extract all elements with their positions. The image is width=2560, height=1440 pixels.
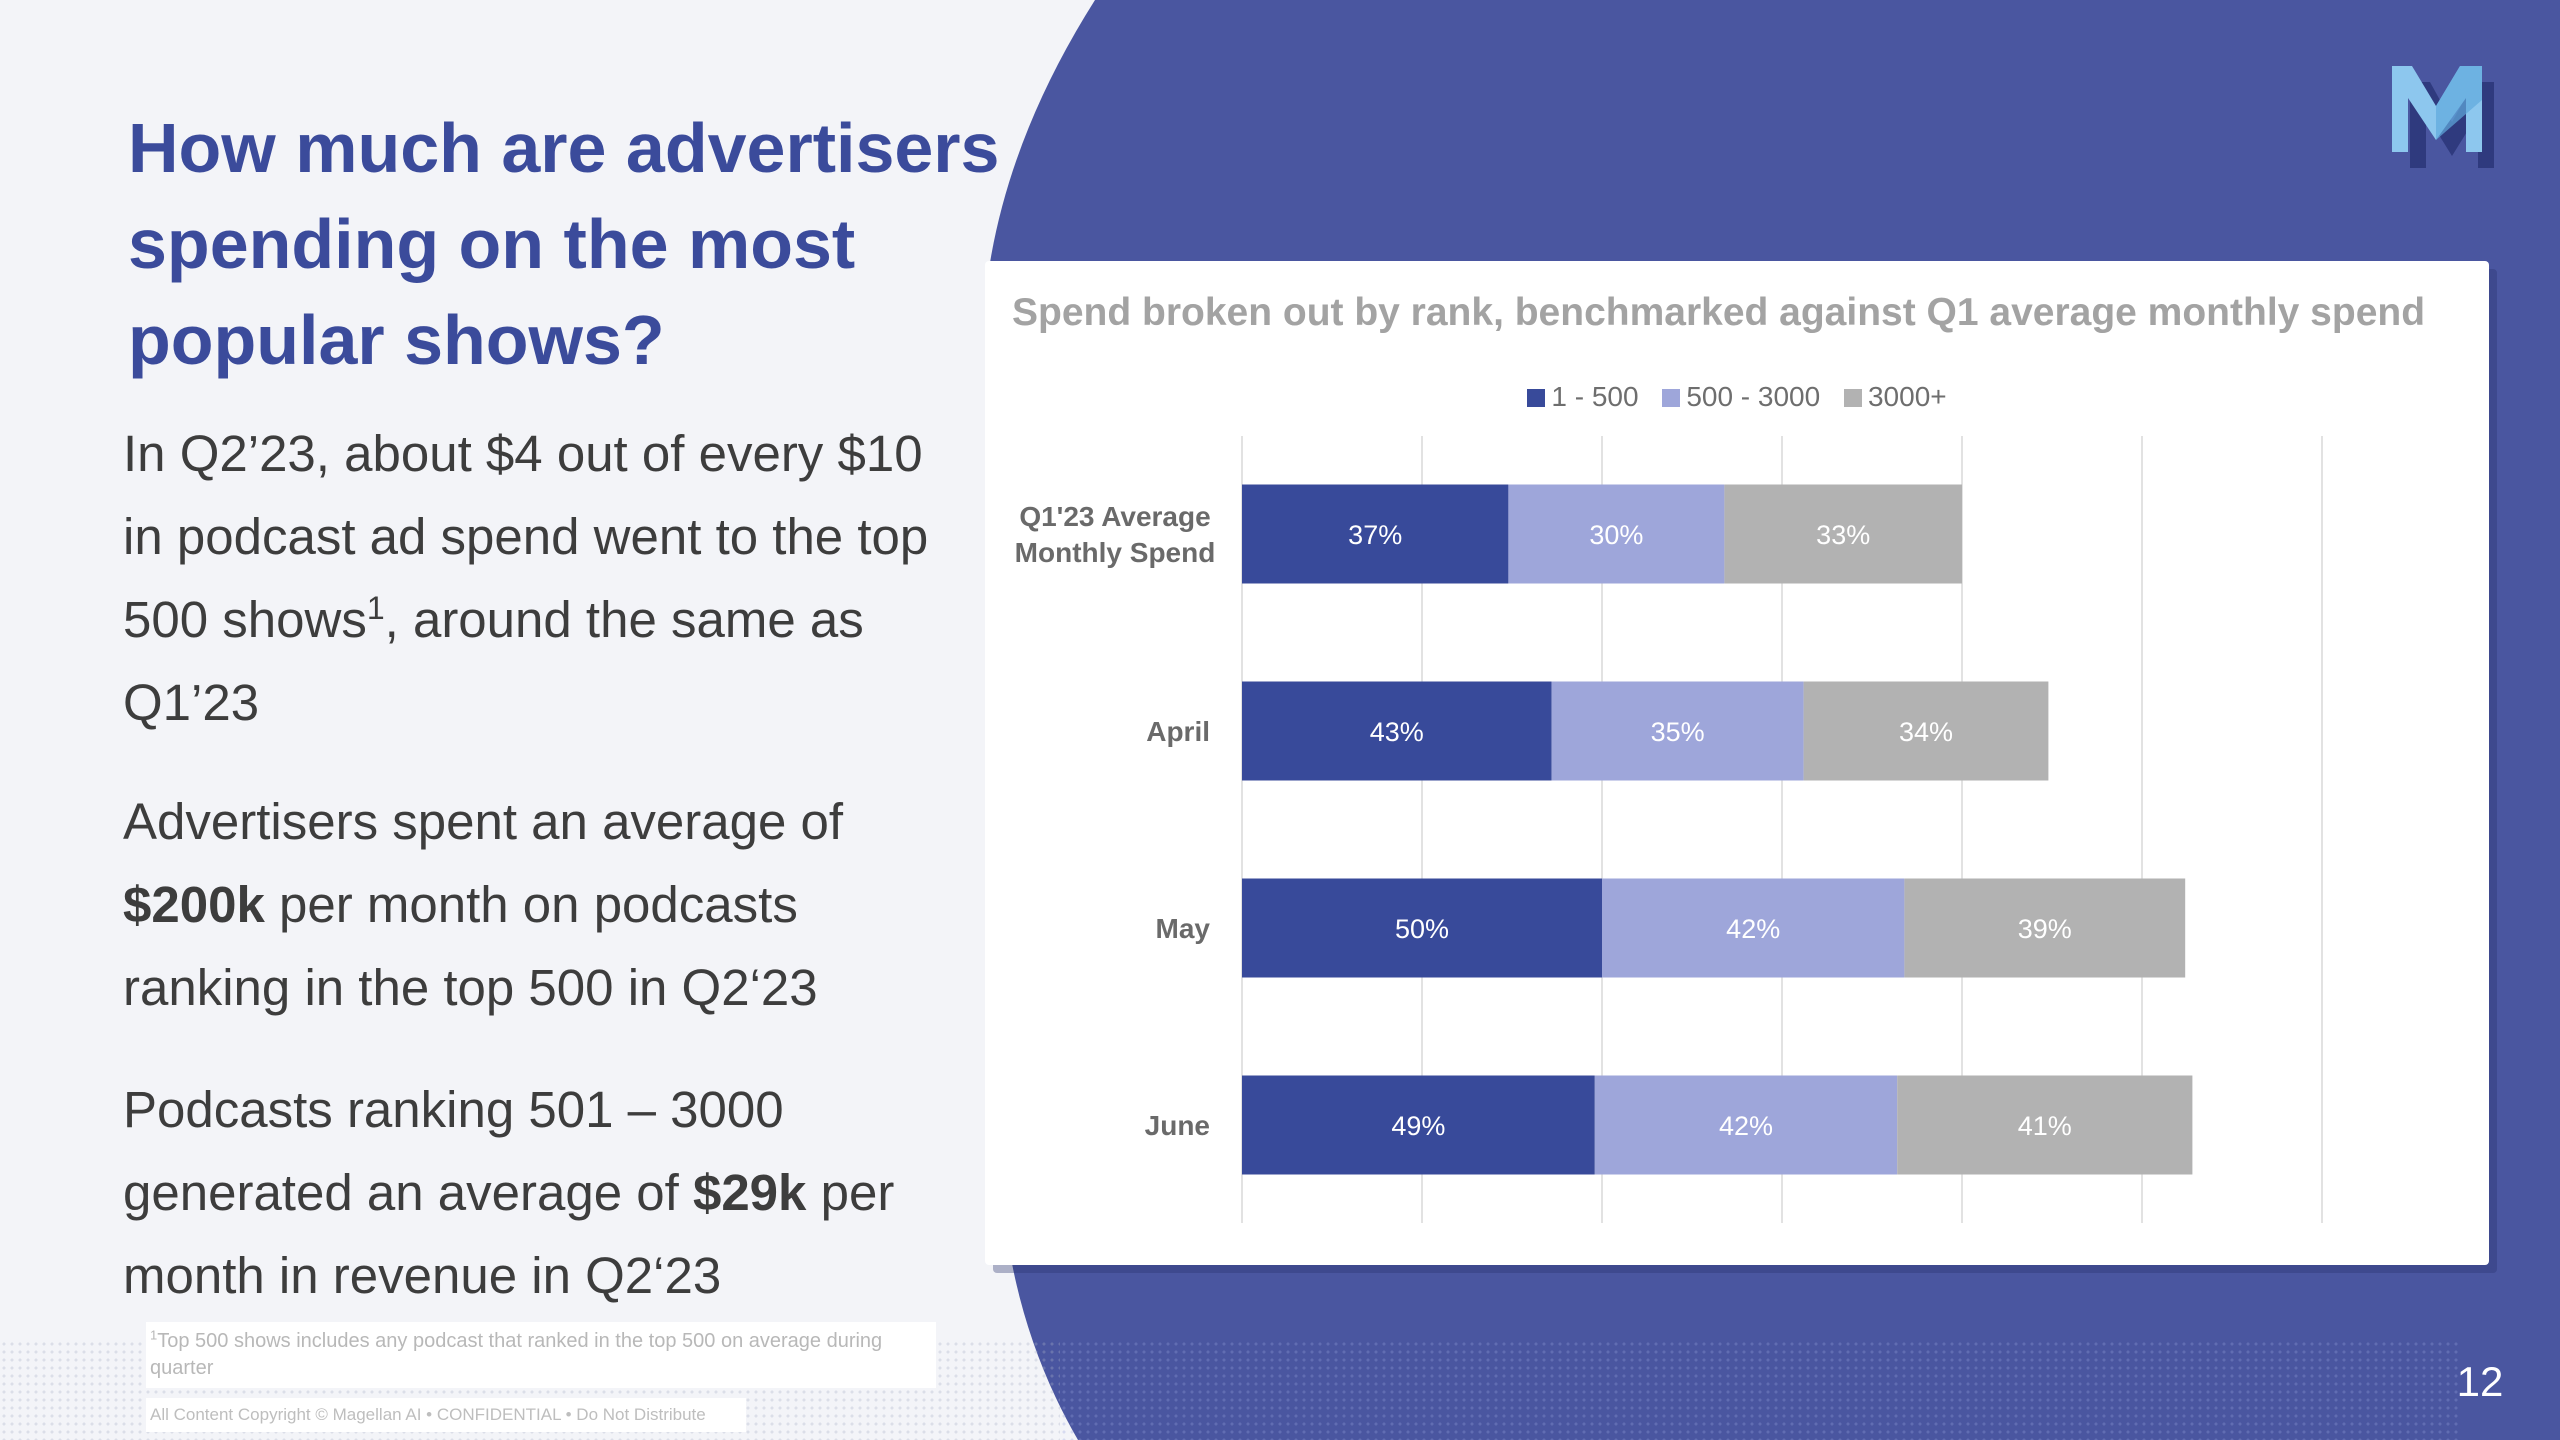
legend-label-1-500: 1 - 500 <box>1551 381 1639 412</box>
paragraph-501-3000-revenue: Podcasts ranking 501 – 3000 generated an… <box>123 1068 943 1317</box>
bar-segment <box>1594 1075 1898 1175</box>
chart-card: Spend broken out by rank, benchmarked ag… <box>985 261 2489 1265</box>
legend-item-1-500: 1 - 500 <box>1527 379 1639 415</box>
bar-segment <box>1242 681 1552 781</box>
bar-segment <box>1602 878 1905 978</box>
bar-segment <box>1508 484 1725 584</box>
data-label: 43% <box>1370 717 1424 747</box>
data-label: 35% <box>1651 717 1705 747</box>
legend-swatch-3000-plus <box>1843 389 1862 407</box>
bar-segment <box>1242 1075 1595 1175</box>
category-label: May <box>1156 913 1211 944</box>
legend-item-500-3000: 500 - 3000 <box>1662 379 1820 415</box>
paragraph-1-text-a: In Q2’23, about $4 out of every $10 in p… <box>123 425 929 648</box>
data-label: 41% <box>2018 1111 2072 1141</box>
category-label: April <box>1146 716 1210 747</box>
legend-item-3000-plus: 3000+ <box>1843 379 1947 415</box>
paragraph-top-500-spend: Advertisers spent an average of $200k pe… <box>123 780 943 1029</box>
bar-segment <box>1897 1075 2193 1175</box>
data-label: 30% <box>1589 520 1643 550</box>
decorative-dot-pattern-right <box>1060 1340 2460 1440</box>
footnote-reference: 1 <box>366 590 385 626</box>
bar-segment <box>1551 681 1804 781</box>
bar-segment <box>1803 681 2049 781</box>
legend-swatch-500-3000 <box>1662 389 1681 407</box>
category-label-line: Monthly Spend <box>1015 537 1216 568</box>
category-label-line: June <box>1145 1110 1210 1141</box>
legend-label-500-3000: 500 - 3000 <box>1686 381 1821 412</box>
footnote: 1Top 500 shows includes any podcast that… <box>146 1322 936 1388</box>
paragraph-3-text-a: Podcasts ranking 501 – 3000 generated an… <box>123 1081 784 1221</box>
legend-label-3000-plus: 3000+ <box>1867 381 1947 412</box>
bar-chart: Q1'23 Average Monthly Spend 37% 30% 33% April… <box>1015 436 2323 1223</box>
footnote-text: Top 500 shows includes any podcast that … <box>150 1330 883 1379</box>
paragraph-top-500-share: In Q2’23, about $4 out of every $10 in p… <box>123 412 943 744</box>
data-label: 37% <box>1348 520 1402 550</box>
bar-segment <box>1724 484 1962 584</box>
bar-segment <box>1904 878 2186 978</box>
data-label: 39% <box>2018 914 2072 944</box>
category-label-line: May <box>1156 913 1211 944</box>
chart-title: Spend broken out by rank, benchmarked ag… <box>1012 291 2426 334</box>
data-label: 34% <box>1899 717 1953 747</box>
paragraph-1-text-b: , around the same as Q1’23 <box>123 591 864 731</box>
data-label: 42% <box>1719 1111 1773 1141</box>
paragraph-2-highlight: $200k <box>123 876 265 933</box>
data-label: 42% <box>1726 914 1780 944</box>
bar-segment <box>1242 878 1602 978</box>
paragraph-2-text-a: Advertisers spent an average of <box>123 793 844 850</box>
data-label: 49% <box>1391 1111 1445 1141</box>
copyright-notice: All Content Copyright © Magellan AI • CO… <box>146 1398 746 1432</box>
legend-swatch-1-500 <box>1527 389 1546 407</box>
footnote-marker: 1 <box>150 1327 158 1343</box>
category-label: June <box>1145 1110 1210 1141</box>
bar-segment <box>1242 484 1509 584</box>
category-label: Q1'23 Average Monthly Spend <box>1015 501 1216 568</box>
paragraph-3-text-b: per month in revenue in Q2‘23 <box>123 1164 895 1304</box>
paragraph-2-text-b: per month on podcasts ranking in the top… <box>123 876 818 1016</box>
chart-legend: 1 - 500 500 - 3000 3000+ <box>985 379 2489 415</box>
page-title: How much are advertisers spending on the… <box>128 109 1000 379</box>
magellan-m-logo-icon <box>2392 66 2494 168</box>
paragraph-3-highlight: $29k <box>692 1164 807 1221</box>
category-label-line: April <box>1146 716 1210 747</box>
data-label: 50% <box>1395 914 1449 944</box>
data-label: 33% <box>1816 520 1870 550</box>
category-label-line: Q1'23 Average <box>1019 501 1210 532</box>
page-number: 12 <box>2456 1358 2504 1405</box>
